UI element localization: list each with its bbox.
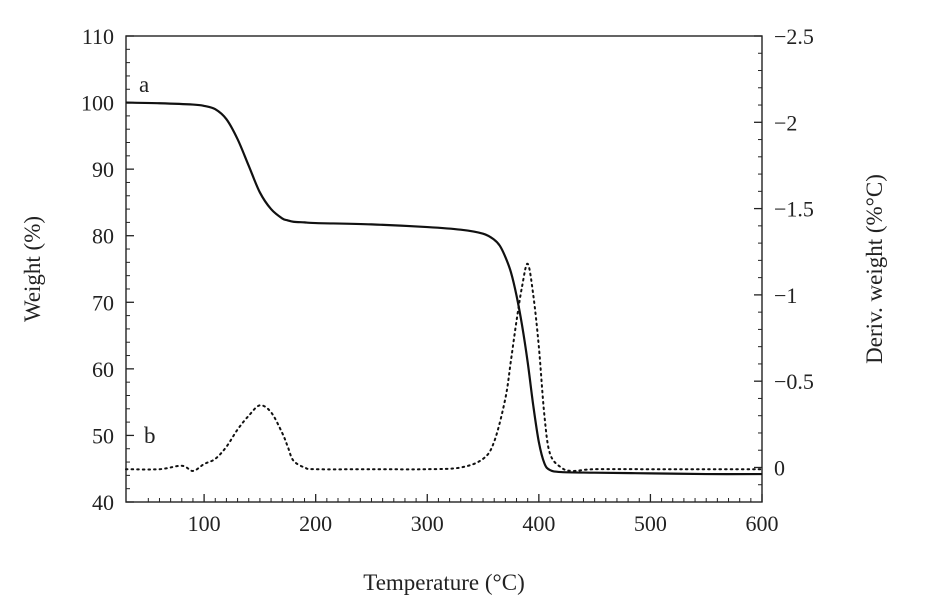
y-tick-label: 110 [82,24,114,49]
x-tick-label: 200 [299,511,332,536]
y-tick-label: 60 [92,357,114,382]
x-axis-title: Temperature (°C) [363,570,524,595]
series-layer [125,101,763,476]
x-tick-label: 400 [522,511,555,536]
y-axis-title: Weight (%) [20,216,45,322]
y2-tick-label: 0 [774,455,785,480]
series-b-label: b [144,423,156,448]
series-b-line [125,262,763,472]
y-tick-label: 80 [92,224,114,249]
y-tick-label: 40 [92,490,114,515]
y2-tick-label: −2.5 [774,24,814,49]
y2-axis-title: Deriv. weight (%°C) [862,174,887,364]
y-tick-label: 90 [92,157,114,182]
y2-tick-label: −0.5 [774,369,814,394]
x-tick-label: 300 [411,511,444,536]
y-tick-label: 70 [92,290,114,315]
series-a-label: a [139,72,149,97]
series-a-line [125,101,763,476]
x-tick-label: 600 [746,511,779,536]
y-axis-right: 0 −0.5 −1 −1.5 −2 −2.5 [754,24,814,486]
x-tick-label: 100 [188,511,221,536]
x-axis: 100 200 300 400 500 600 [147,494,779,536]
y-axis-left: 40 50 60 70 80 90 100 110 [81,24,134,515]
y2-tick-label: −1 [774,283,797,308]
x-tick-label: 500 [634,511,667,536]
plot-frame [125,35,763,503]
y-tick-label: 100 [81,91,114,116]
y2-tick-label: −2 [774,110,797,135]
y-tick-label: 50 [92,423,114,448]
y2-tick-label: −1.5 [774,197,814,222]
